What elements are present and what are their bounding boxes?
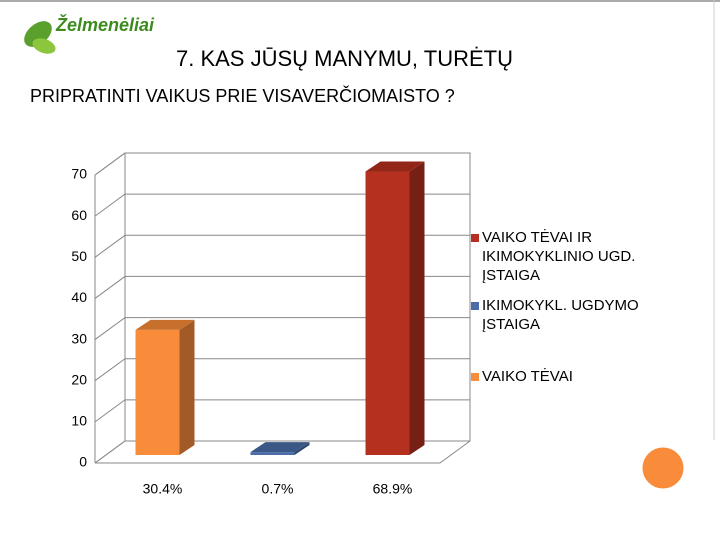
y-tick-label: 40 bbox=[71, 289, 87, 305]
y-tick-label: 10 bbox=[71, 413, 87, 429]
grid-line bbox=[94, 152, 470, 176]
bar bbox=[135, 329, 180, 455]
grid-line bbox=[94, 440, 470, 464]
decor-circle bbox=[639, 444, 687, 492]
y-tick-label: 60 bbox=[71, 207, 87, 223]
grid-line bbox=[94, 193, 470, 217]
legend-label: VAIKO TĖVAI bbox=[482, 368, 573, 385]
legend-swatch bbox=[471, 234, 479, 242]
y-tick-label: 0 bbox=[79, 454, 87, 470]
chart-title: PRIPRATINTI VAIKUS PRIE VISAVERČIOMAISTO… bbox=[30, 85, 455, 106]
bar bbox=[250, 452, 295, 455]
legend-swatch bbox=[471, 302, 479, 310]
grid-line bbox=[94, 317, 470, 340]
bar-top bbox=[250, 442, 310, 453]
bar-top bbox=[135, 319, 195, 330]
chart-title: 7. KAS JŪSŲ MANYMU, TURĖTŲ bbox=[176, 46, 513, 71]
logo: Želmenėliai bbox=[24, 14, 155, 54]
grid-line bbox=[94, 234, 470, 258]
logo-text: Želmenėliai bbox=[55, 14, 155, 35]
y-tick-label: 50 bbox=[71, 248, 87, 264]
bar-side bbox=[179, 319, 195, 455]
grid-line bbox=[94, 275, 470, 299]
x-tick-label: 0.7% bbox=[262, 481, 294, 497]
bar bbox=[365, 171, 410, 456]
bar-side bbox=[409, 161, 425, 456]
legend-label: IKIMOKYKL. UGDYMO ĮSTAIGA bbox=[482, 297, 639, 333]
legend-swatch bbox=[471, 373, 479, 381]
x-tick-label: 68.9% bbox=[373, 481, 413, 497]
grid-line bbox=[94, 399, 470, 423]
legend-label: VAIKO TĖVAI IR IKIMOKYKLINIO UGD. ĮSTAIG… bbox=[482, 229, 636, 284]
y-tick-label: 20 bbox=[71, 371, 87, 387]
bar-top bbox=[365, 161, 425, 172]
grid-line bbox=[94, 358, 470, 382]
y-tick-label: 30 bbox=[71, 330, 87, 346]
y-tick-label: 70 bbox=[71, 166, 87, 182]
x-tick-label: 30.4% bbox=[143, 481, 183, 497]
bar-side bbox=[294, 442, 310, 455]
